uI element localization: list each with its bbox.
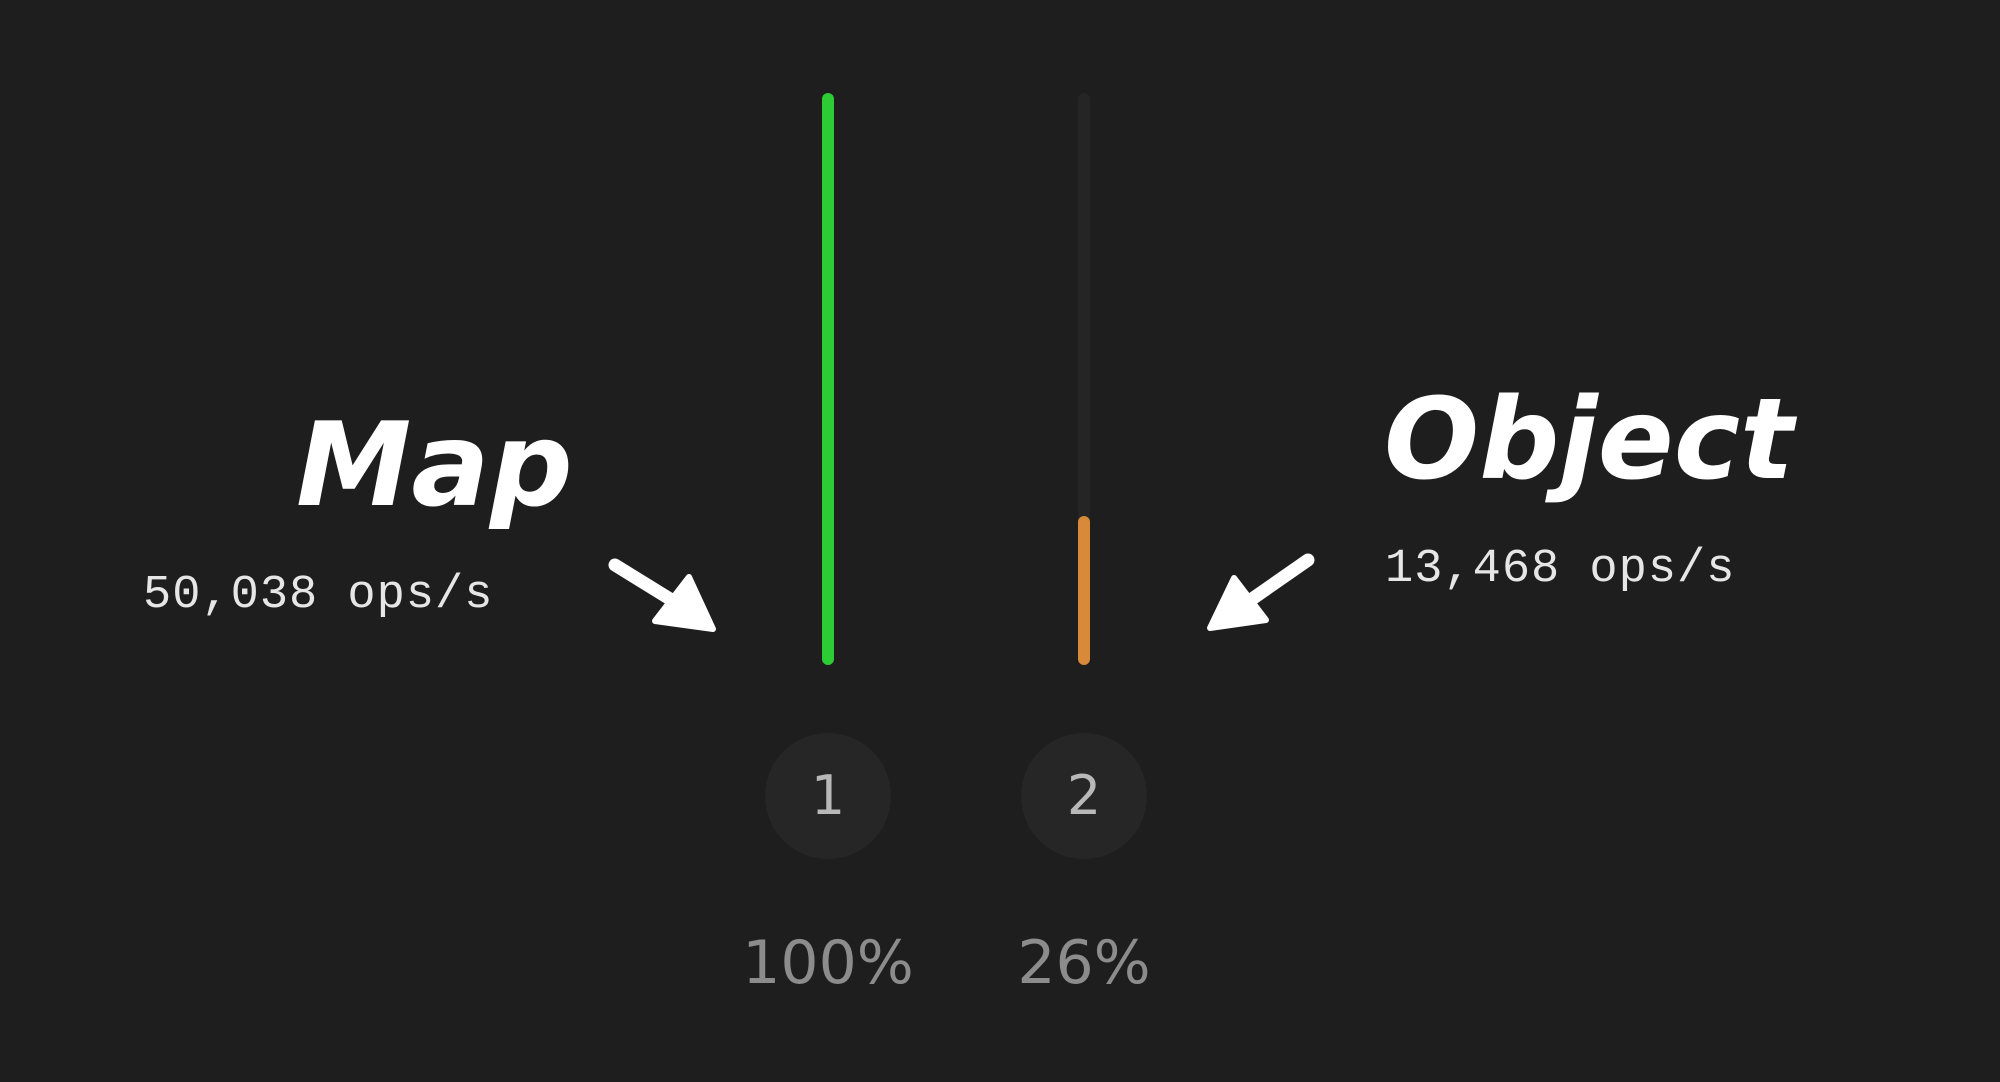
map-label-text: Map: [296, 398, 573, 533]
bar-1: [822, 93, 834, 665]
arrow-to-bar-2-icon: [1207, 553, 1315, 631]
category-badge-2: 2: [1021, 733, 1147, 859]
arrow-to-bar-1-icon: [608, 558, 716, 632]
object-annotation-label: Object: [1384, 375, 1797, 505]
map-ops-value: 50,038 ops/s: [143, 569, 494, 622]
object-ops-value: 13,468 ops/s: [1385, 543, 1736, 596]
object-label-text: Object: [1384, 375, 1797, 505]
category-badge-1: 1: [765, 733, 891, 859]
percent-label-2: 26%: [1017, 928, 1151, 998]
map-annotation-label: Map: [296, 398, 573, 533]
percent-label-1: 100%: [742, 928, 914, 998]
bar-2: [1078, 516, 1090, 665]
